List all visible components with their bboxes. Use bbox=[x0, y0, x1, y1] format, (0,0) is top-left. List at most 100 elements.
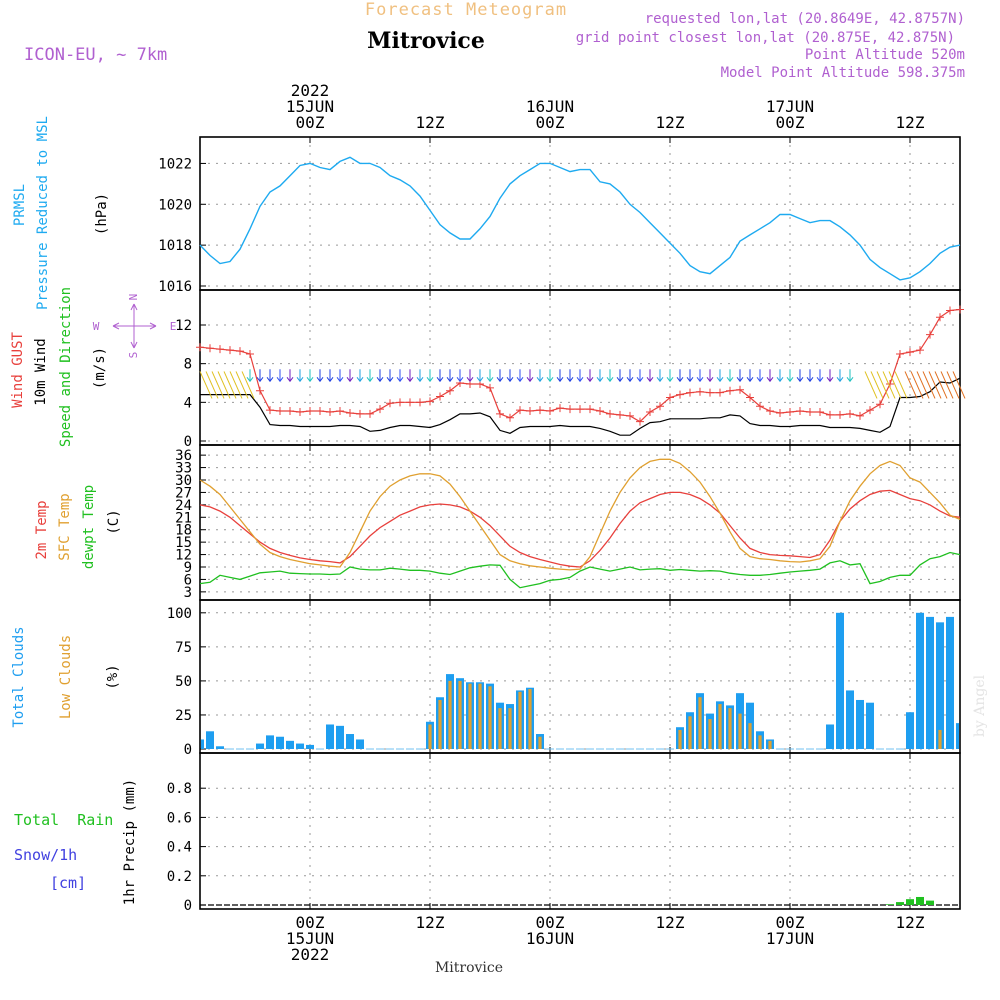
pressure-label-2: Pressure Reduced to MSL bbox=[35, 116, 51, 310]
precip-ytick-label: 0 bbox=[184, 898, 192, 914]
precip-panel: 0 0.2 0.4 0.6 0.8 bbox=[167, 752, 961, 914]
wind-barb bbox=[940, 371, 954, 399]
wind-arrow bbox=[516, 369, 524, 383]
wind-arrow bbox=[526, 369, 534, 383]
wind-barb bbox=[211, 371, 225, 399]
wind-ytick-label: 4 bbox=[184, 395, 192, 411]
wind-arrow bbox=[646, 369, 654, 383]
compass-rose: N S W E bbox=[93, 294, 177, 359]
sfc-temp-label: SFC Temp bbox=[57, 493, 73, 560]
wind-arrow bbox=[256, 369, 264, 383]
model-label: ICON-EU, ~ 7km bbox=[24, 45, 167, 65]
low-clouds-bar bbox=[438, 699, 442, 749]
gust-point bbox=[256, 386, 264, 395]
clouds-unit: (%) bbox=[105, 664, 121, 689]
gust-point bbox=[236, 347, 244, 356]
low-clouds-bar bbox=[728, 708, 732, 749]
wind-arrow bbox=[346, 369, 354, 383]
wind-arrow bbox=[376, 369, 384, 383]
precip-ytick-label: 0.4 bbox=[167, 840, 192, 856]
gust-point bbox=[516, 406, 524, 415]
wind-arrow bbox=[486, 369, 494, 383]
gust-point bbox=[376, 405, 384, 414]
wind-barb bbox=[241, 371, 255, 399]
wind-barb bbox=[888, 371, 902, 399]
total-clouds-bar bbox=[836, 612, 844, 749]
wind-arrow bbox=[286, 369, 294, 383]
wind-barb bbox=[894, 371, 908, 399]
wind-arrow bbox=[276, 369, 284, 383]
low-clouds-bar bbox=[678, 729, 682, 749]
gust-point bbox=[806, 408, 814, 416]
wind-arrow bbox=[566, 369, 574, 383]
wind-arrow bbox=[546, 369, 554, 383]
chart-title: Forecast Meteogram bbox=[365, 0, 567, 20]
wind-arrow bbox=[326, 369, 334, 383]
wind-arrow bbox=[616, 369, 624, 383]
total-clouds-bar bbox=[296, 743, 304, 749]
low-clouds-bar bbox=[538, 736, 542, 749]
time-label: 00Z bbox=[776, 913, 805, 932]
rain-bar bbox=[886, 904, 894, 905]
low-clouds-bar bbox=[528, 689, 532, 749]
rain-legend: Total Rain bbox=[14, 811, 113, 829]
gust-point bbox=[716, 388, 724, 397]
temperature-ytick-label: 21 bbox=[175, 510, 192, 526]
wind-arrow bbox=[426, 369, 434, 383]
time-label: 00Z bbox=[536, 113, 565, 132]
wind-barb bbox=[922, 371, 936, 399]
wind-arrow bbox=[826, 369, 834, 383]
low-clouds-bar bbox=[718, 704, 722, 749]
time-label: 00Z bbox=[536, 913, 565, 932]
wind-barb bbox=[876, 371, 890, 399]
gust-point bbox=[496, 409, 504, 418]
gust-point bbox=[756, 402, 764, 411]
pressure-ytick-label: 1022 bbox=[158, 156, 192, 172]
time-label: 16JUN bbox=[526, 929, 574, 948]
wind-arrow bbox=[786, 369, 794, 383]
wind-arrow bbox=[576, 369, 584, 383]
wind-arrow bbox=[796, 369, 804, 383]
wind-arrow bbox=[626, 369, 634, 383]
gust-point bbox=[896, 350, 904, 358]
time-label: 00Z bbox=[296, 913, 325, 932]
wind-ytick-label: 12 bbox=[175, 318, 192, 334]
wind-barb bbox=[229, 371, 243, 399]
precip-label: 1hr Precip (mm) bbox=[122, 779, 138, 905]
low-clouds-bar bbox=[748, 723, 752, 749]
total-clouds-bar bbox=[956, 723, 959, 749]
temperature-ytick-label: 9 bbox=[184, 560, 192, 576]
clouds-ytick-label: 100 bbox=[167, 606, 192, 622]
clouds-ytick-label: 0 bbox=[184, 742, 192, 758]
gust-line bbox=[199, 308, 961, 423]
gust-point bbox=[326, 408, 334, 416]
wind-barb bbox=[934, 371, 948, 399]
point-altitude: Point Altitude 520m bbox=[805, 47, 965, 63]
grid-point-coords: grid point closest lon,lat (20.875E, 42.… bbox=[576, 30, 955, 46]
low-clouds-bar bbox=[698, 697, 702, 749]
gust-point bbox=[946, 306, 954, 315]
wind-barb bbox=[235, 371, 249, 399]
gust-point bbox=[436, 392, 444, 401]
temperature-ytick-label: 36 bbox=[175, 448, 192, 464]
low-clouds-bar bbox=[468, 683, 472, 749]
wind-label: 10m Wind bbox=[33, 338, 49, 405]
gust-point bbox=[276, 407, 284, 416]
pressure-frame bbox=[199, 136, 961, 291]
total-clouds-bar bbox=[276, 736, 284, 749]
wind-arrow bbox=[266, 369, 274, 383]
wind-arrow bbox=[456, 369, 464, 383]
wind-barb bbox=[928, 371, 942, 399]
total-clouds-bar bbox=[336, 725, 344, 749]
time-label: 17JUN bbox=[766, 97, 814, 116]
wind-arrow bbox=[636, 369, 644, 383]
gust-point bbox=[636, 417, 644, 426]
wind-arrow bbox=[706, 369, 714, 383]
wind-arrow bbox=[536, 369, 544, 383]
wind-dir-label: Speed and Direction bbox=[58, 287, 74, 447]
dewpt-label: dewpt Temp bbox=[81, 485, 97, 569]
total-clouds-bar bbox=[856, 699, 864, 749]
wind-arrow bbox=[716, 369, 724, 383]
temperature-ytick-label: 24 bbox=[175, 498, 192, 514]
